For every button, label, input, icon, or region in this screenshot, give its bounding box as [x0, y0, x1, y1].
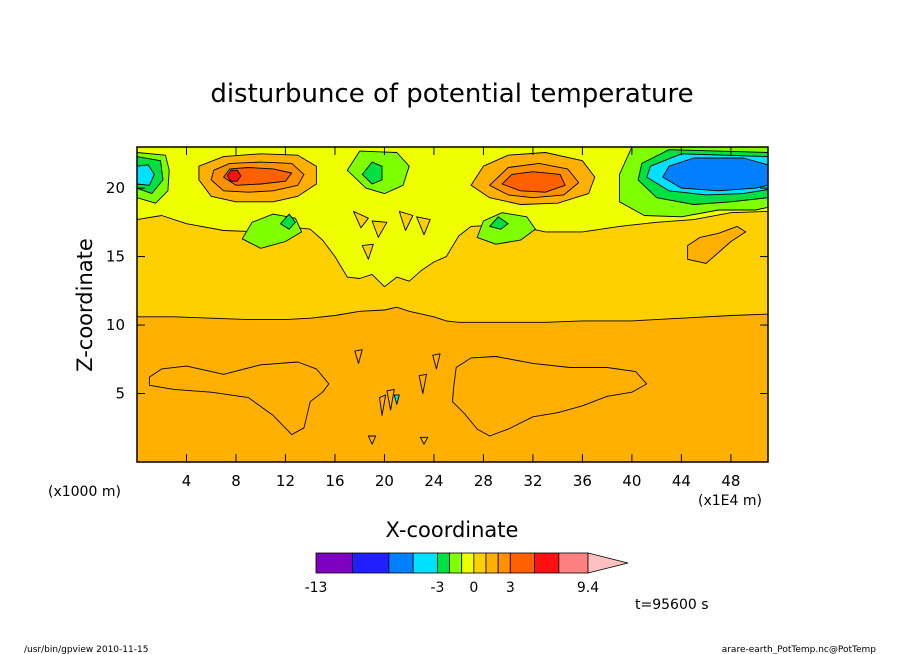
- contour-region: [280, 213, 296, 230]
- colorbar-segment: [485, 552, 499, 574]
- contour-region: [379, 394, 387, 416]
- colorbar-extension-arrow: [587, 552, 629, 574]
- chart-title: disturbunce of potential temperature: [210, 79, 693, 109]
- y-unit-note: (x1000 m): [48, 484, 121, 500]
- x-unit-note: (x1E4 m): [698, 493, 762, 509]
- contour-region: [137, 164, 155, 186]
- contour-region: [687, 225, 747, 264]
- contour-region: [354, 349, 363, 364]
- colorbar-label: 0: [469, 580, 478, 596]
- contour-region: [226, 169, 242, 182]
- colorbar-segment: [437, 552, 450, 574]
- contour-region: [393, 394, 400, 405]
- contour-region: [361, 243, 374, 260]
- x-tick-label: 16: [325, 472, 344, 490]
- colorbar-label: 3: [506, 580, 515, 596]
- x-tick-label: 4: [182, 472, 192, 490]
- x-tick-label: 20: [375, 472, 394, 490]
- contour-region: [386, 388, 395, 411]
- contour-region: [489, 216, 509, 230]
- colorbar-segment: [461, 552, 475, 574]
- footer-right: arare-earth_PotTemp.nc@PotTemp: [722, 645, 877, 654]
- contour-region: [148, 361, 330, 436]
- y-tick-label: 20: [106, 179, 125, 197]
- colorbar-label: -3: [430, 580, 444, 596]
- plot-area: [136, 146, 769, 463]
- plot-frame: [136, 146, 769, 463]
- y-tick-label: 10: [106, 316, 125, 334]
- colorbar-segment: [497, 552, 511, 574]
- colorbar-segment: [449, 552, 463, 574]
- contour-region: [367, 435, 377, 445]
- contour-region: [416, 216, 431, 236]
- colorbar-segment: [473, 552, 487, 574]
- contour-region: [476, 212, 536, 245]
- colorbar-segment: [412, 552, 438, 574]
- colorbar-segment: [534, 552, 560, 574]
- contour-region: [353, 210, 369, 229]
- x-tick-label: 8: [231, 472, 241, 490]
- contour-region: [432, 353, 441, 370]
- x-tick-label: 32: [523, 472, 542, 490]
- y-axis: 5 10 15 20: [106, 179, 768, 403]
- x-tick-label: 12: [276, 472, 295, 490]
- contour-region: [662, 157, 768, 192]
- colorbar-segment: [315, 552, 353, 574]
- x-tick-label: 44: [672, 472, 691, 490]
- x-tick-label: 40: [622, 472, 641, 490]
- y-axis-title: Z-coordinate: [73, 238, 97, 372]
- colorbar: -13 -3 0 3 9.4: [305, 552, 629, 596]
- x-axis-title: X-coordinate: [386, 518, 519, 542]
- contour-region: [371, 220, 388, 238]
- contour-region: [398, 210, 414, 231]
- colorbar-label: 9.4: [577, 580, 599, 596]
- x-tick-label: 28: [474, 472, 493, 490]
- colorbar-segment: [388, 552, 414, 574]
- contour-regions: [137, 147, 768, 445]
- x-tick-label: 48: [721, 472, 740, 490]
- y-tick-label: 5: [115, 385, 125, 403]
- colorbar-segment: [558, 552, 589, 574]
- contour-region: [361, 161, 383, 185]
- x-axis: 4 8 12 16 20 24 28 32 36 40 44 48: [182, 147, 740, 490]
- time-label: t=95600 s: [635, 597, 709, 613]
- colorbar-segment: [509, 552, 535, 574]
- colorbar-label: -13: [305, 580, 328, 596]
- x-tick-label: 24: [424, 472, 443, 490]
- contour-region: [501, 171, 566, 193]
- x-tick-label: 36: [573, 472, 592, 490]
- contour-region: [418, 373, 427, 394]
- footer-left: /usr/bin/gpview 2010-11-15: [24, 645, 148, 654]
- contour-region: [223, 167, 293, 186]
- y-tick-label: 15: [106, 248, 125, 266]
- contour-region: [419, 436, 429, 445]
- contour-region: [452, 356, 648, 437]
- colorbar-segment: [352, 552, 390, 574]
